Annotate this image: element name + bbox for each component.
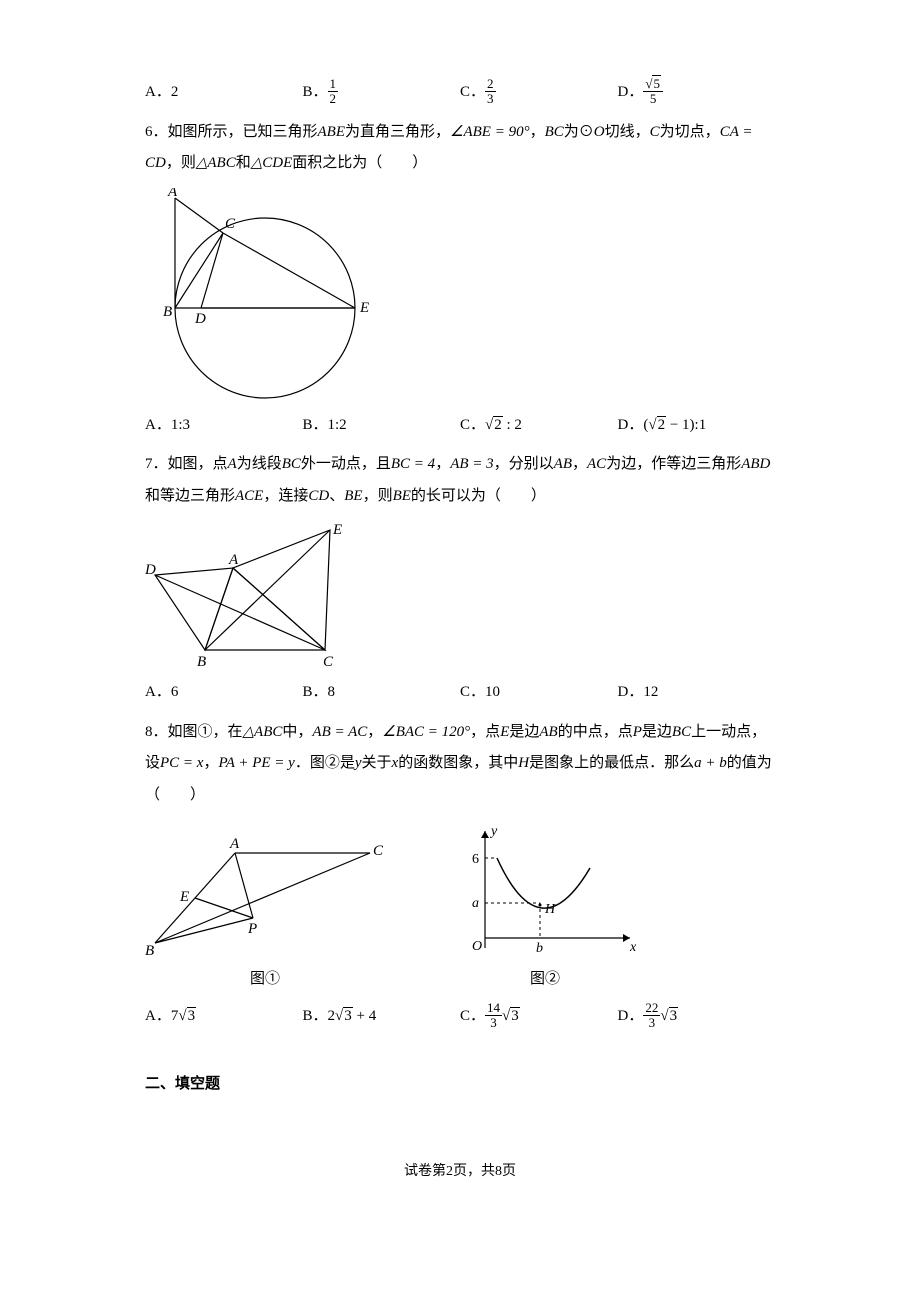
q6-text: 6．如图所示，已知三角形ABE为直角三角形，∠ABE = 90°，BC为⊙O切线…: [145, 117, 775, 180]
svg-text:P: P: [247, 921, 257, 937]
q5-opt-a: A．2: [145, 78, 303, 107]
svg-text:B: B: [197, 654, 206, 670]
opt-label: B．: [303, 84, 328, 100]
svg-text:C: C: [225, 216, 236, 232]
q7-opt-a: A．6: [145, 678, 303, 707]
q6-opt-c: C．2 : 2: [460, 411, 618, 440]
q6-figure: A B C D E: [145, 188, 775, 403]
q8-opt-b: B．23 + 4: [303, 1002, 461, 1031]
q7-opt-c: C．10: [460, 678, 618, 707]
q5-opt-c: C．23: [460, 78, 618, 107]
q8-fig1: A B C E P 图①: [145, 833, 385, 994]
fraction: 23: [485, 77, 496, 105]
frac-num: 1: [328, 77, 339, 92]
section-2-title: 二、填空题: [145, 1070, 775, 1099]
svg-text:D: D: [145, 562, 156, 578]
q8-fig2: 6 a O b H x y 图②: [445, 823, 645, 994]
svg-text:b: b: [536, 941, 543, 956]
q8-figures: A B C E P 图①: [145, 823, 775, 994]
q7-choices: A．6 B．8 C．10 D．12: [145, 678, 775, 707]
svg-text:E: E: [332, 522, 342, 538]
q7-text: 7．如图，点A为线段BC外一动点，且BC = 4，AB = 3，分别以AB，AC…: [145, 449, 775, 512]
svg-text:D: D: [194, 311, 206, 327]
svg-text:a: a: [472, 896, 479, 911]
frac-num: 5: [643, 77, 663, 92]
frac-den: 5: [643, 92, 663, 106]
frac-num: 2: [485, 77, 496, 92]
q7-opt-d: D．12: [618, 678, 776, 707]
q8-opt-d: D．2233: [618, 1002, 776, 1031]
fraction: 55: [643, 77, 663, 105]
svg-text:x: x: [629, 940, 637, 955]
opt-label: A．: [145, 84, 171, 100]
q8-text: 8．如图①，在△ABC中，AB = AC，∠BAC = 120°，点E是边AB的…: [145, 717, 775, 812]
svg-text:A: A: [228, 552, 239, 568]
q7-opt-b: B．8: [303, 678, 461, 707]
q6-opt-b: B．1:2: [303, 411, 461, 440]
svg-text:6: 6: [472, 852, 479, 867]
svg-text:E: E: [359, 300, 369, 316]
q5-opt-d: D．55: [618, 78, 776, 107]
q6-opt-d: D．(2 − 1):1: [618, 411, 776, 440]
q5-choices: A．2 B．12 C．23 D．55: [145, 78, 775, 107]
fig2-caption: 图②: [445, 965, 645, 994]
frac-den: 3: [485, 92, 496, 106]
q5-opt-b: B．12: [303, 78, 461, 107]
svg-text:A: A: [167, 188, 178, 200]
svg-text:B: B: [163, 304, 172, 320]
svg-text:y: y: [489, 824, 498, 839]
page-footer: 试卷第2页，共8页: [145, 1159, 775, 1186]
svg-text:O: O: [472, 939, 482, 954]
q7-figure: A B C D E: [145, 520, 775, 670]
opt-label: C．: [460, 84, 485, 100]
opt-label: D．: [618, 84, 644, 100]
q6-choices: A．1:3 B．1:2 C．2 : 2 D．(2 − 1):1: [145, 411, 775, 440]
svg-text:A: A: [229, 836, 240, 852]
svg-text:B: B: [145, 943, 154, 959]
q6-opt-a: A．1:3: [145, 411, 303, 440]
svg-text:E: E: [179, 889, 189, 905]
svg-text:C: C: [323, 654, 334, 670]
svg-text:C: C: [373, 843, 384, 859]
fraction: 12: [328, 77, 339, 105]
frac-den: 2: [328, 92, 339, 106]
fig1-caption: 图①: [145, 965, 385, 994]
q8-opt-a: A．73: [145, 1002, 303, 1031]
opt-value: 2: [171, 84, 179, 100]
q8-choices: A．73 B．23 + 4 C．1433 D．2233: [145, 1002, 775, 1031]
q8-opt-c: C．1433: [460, 1002, 618, 1031]
svg-text:H: H: [544, 902, 556, 917]
